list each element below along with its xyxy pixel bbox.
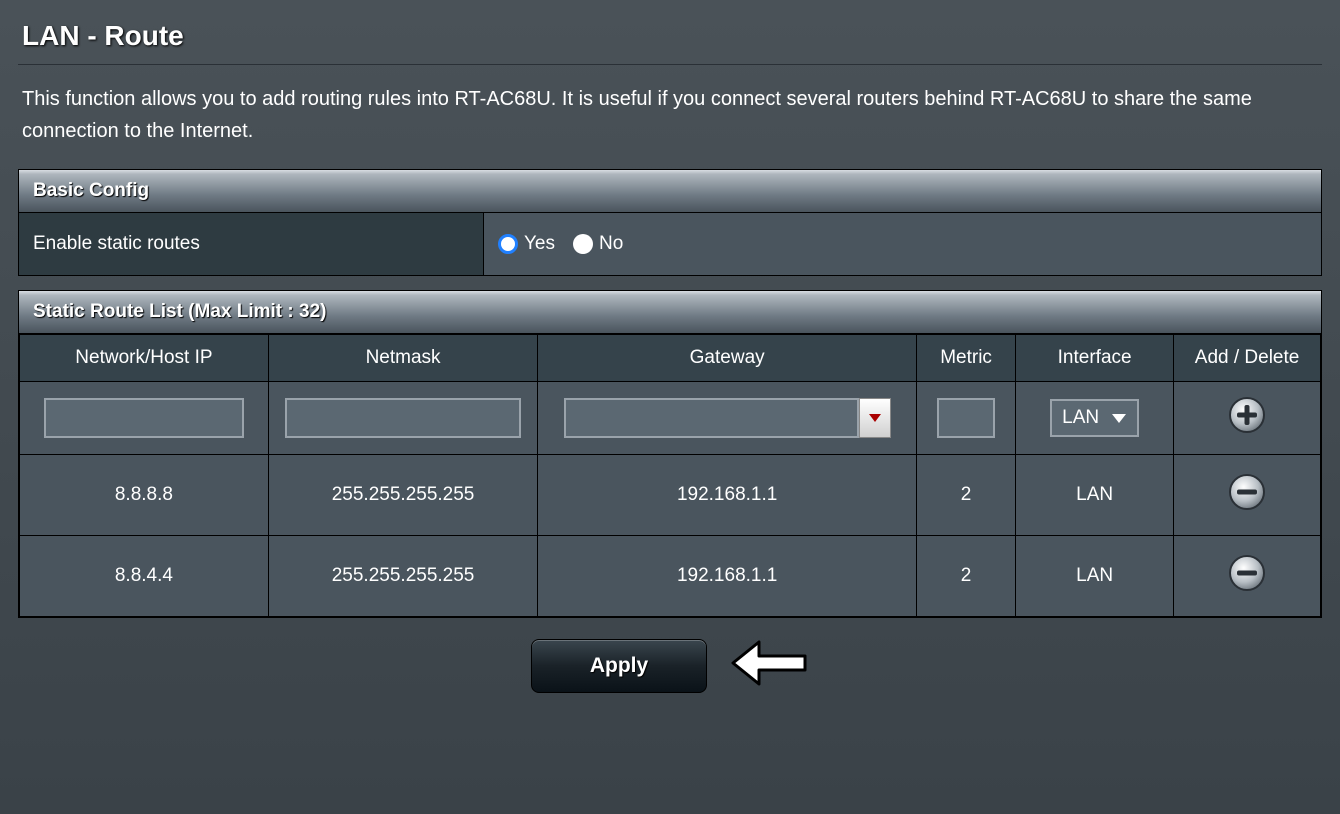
apply-button[interactable]: Apply — [531, 639, 707, 693]
cell-input-netmask — [268, 382, 537, 455]
radio-yes-label: Yes — [524, 233, 555, 255]
cell-input-metric — [917, 382, 1016, 455]
ip-input[interactable] — [44, 398, 244, 438]
col-header-ip: Network/Host IP — [20, 335, 269, 382]
gateway-dropdown-button[interactable] — [859, 398, 891, 438]
cell-netmask: 255.255.255.255 — [268, 455, 537, 536]
page-description: This function allows you to add routing … — [18, 83, 1322, 147]
metric-input[interactable] — [937, 398, 995, 438]
interface-select[interactable]: LAN — [1050, 399, 1139, 437]
apply-row: Apply — [18, 636, 1322, 695]
routes-table: Network/Host IP Netmask Gateway Metric I… — [19, 334, 1321, 617]
cell-metric: 2 — [917, 536, 1016, 617]
chevron-down-icon — [1111, 412, 1127, 424]
col-header-action: Add / Delete — [1174, 335, 1321, 382]
radio-no-label: No — [599, 233, 623, 255]
netmask-input[interactable] — [285, 398, 521, 438]
interface-select-value: LAN — [1062, 407, 1099, 429]
basic-config-panel: Basic Config Enable static routes Yes No — [18, 169, 1322, 276]
plus-circle-icon — [1228, 396, 1266, 434]
cell-input-interface: LAN — [1016, 382, 1174, 455]
radio-yes-icon[interactable] — [498, 234, 518, 254]
title-divider — [18, 64, 1322, 65]
minus-circle-icon — [1228, 554, 1266, 592]
cell-interface: LAN — [1016, 536, 1174, 617]
delete-route-button[interactable] — [1228, 473, 1266, 511]
delete-route-button[interactable] — [1228, 554, 1266, 592]
route-list-panel: Static Route List (Max Limit : 32) Netwo… — [18, 290, 1322, 618]
col-header-metric: Metric — [917, 335, 1016, 382]
basic-config-header: Basic Config — [19, 170, 1321, 213]
cell-gateway: 192.168.1.1 — [538, 455, 917, 536]
gateway-input[interactable] — [564, 398, 859, 438]
routes-table-header-row: Network/Host IP Netmask Gateway Metric I… — [20, 335, 1321, 382]
arrow-left-icon — [729, 636, 809, 690]
cell-ip: 8.8.8.8 — [20, 455, 269, 536]
col-header-netmask: Netmask — [268, 335, 537, 382]
radio-no-group[interactable]: No — [573, 233, 623, 255]
page-title: LAN - Route — [18, 20, 1322, 52]
cell-ip: 8.8.4.4 — [20, 536, 269, 617]
col-header-interface: Interface — [1016, 335, 1174, 382]
routes-input-row: LAN — [20, 382, 1321, 455]
enable-static-routes-row: Enable static routes Yes No — [19, 213, 1321, 275]
col-header-gateway: Gateway — [538, 335, 917, 382]
cell-netmask: 255.255.255.255 — [268, 536, 537, 617]
cell-input-action — [1174, 382, 1321, 455]
arrow-left-annotation — [729, 636, 809, 695]
minus-circle-icon — [1228, 473, 1266, 511]
radio-no-icon[interactable] — [573, 234, 593, 254]
enable-static-routes-label: Enable static routes — [19, 213, 484, 275]
chevron-down-icon — [868, 413, 882, 423]
cell-input-ip — [20, 382, 269, 455]
add-route-button[interactable] — [1228, 396, 1266, 434]
cell-action — [1174, 536, 1321, 617]
cell-input-gateway — [538, 382, 917, 455]
cell-metric: 2 — [917, 455, 1016, 536]
table-row: 8.8.4.4 255.255.255.255 192.168.1.1 2 LA… — [20, 536, 1321, 617]
table-row: 8.8.8.8 255.255.255.255 192.168.1.1 2 LA… — [20, 455, 1321, 536]
enable-static-routes-value: Yes No — [484, 213, 1321, 275]
cell-action — [1174, 455, 1321, 536]
radio-yes-group[interactable]: Yes — [498, 233, 555, 255]
cell-interface: LAN — [1016, 455, 1174, 536]
route-list-header: Static Route List (Max Limit : 32) — [19, 291, 1321, 334]
cell-gateway: 192.168.1.1 — [538, 536, 917, 617]
